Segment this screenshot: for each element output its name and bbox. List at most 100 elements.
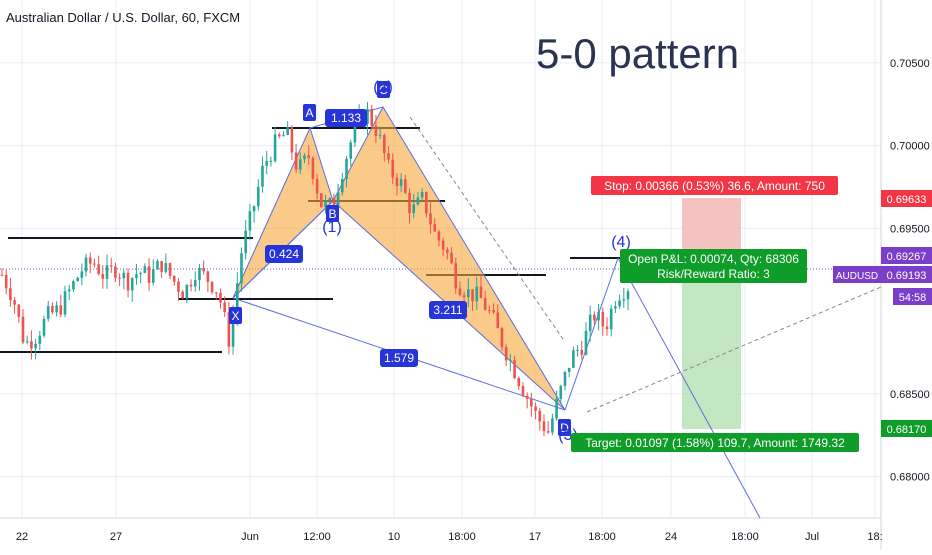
projection-lines [409, 116, 882, 519]
svg-text:0.69193: 0.69193 [887, 270, 927, 282]
candle-body [231, 315, 235, 347]
candle-body [76, 277, 79, 282]
candle-body [147, 266, 151, 283]
y-tick-label: 0.68500 [890, 389, 930, 401]
candle-body [404, 179, 407, 193]
candle-body [437, 231, 441, 241]
candle-body [0, 274, 4, 276]
candle-body [80, 271, 84, 278]
candle-body [588, 314, 592, 332]
price-tag-target: 0.68170 [881, 420, 932, 437]
svg-text:1.579: 1.579 [384, 351, 414, 365]
candle-body [509, 360, 512, 362]
y-tick-label: 0.68000 [890, 472, 930, 484]
candle-body [559, 385, 563, 399]
candle-body [593, 314, 596, 321]
candle-body [185, 284, 189, 299]
price-tag-timer: 54:58 [893, 288, 932, 305]
candle-body [311, 158, 315, 179]
candle-body [210, 281, 214, 293]
candle-body [63, 291, 67, 315]
time-scale[interactable]: 22 27 Jun 12:00 10 18:00 17 18:00 24 18:00 Jul 18: [16, 531, 883, 543]
candle-body [609, 308, 613, 330]
point-label-d[interactable]: D [558, 419, 571, 436]
point-label-x[interactable]: X [229, 307, 242, 324]
candle-body [412, 204, 416, 214]
candle-body [38, 335, 42, 344]
candle-body [261, 165, 264, 187]
candle-body [538, 410, 542, 422]
candle-body [341, 179, 344, 193]
point-label-b[interactable]: B [326, 205, 339, 222]
candle-body [294, 152, 298, 170]
candle-body [458, 288, 462, 296]
candle-body [97, 264, 100, 275]
candle-body [135, 274, 138, 279]
candle-body [626, 291, 630, 300]
candle-body [395, 177, 399, 187]
candle-body [143, 266, 147, 273]
svg-text:3.211: 3.211 [433, 303, 462, 317]
ratio-label-bd[interactable]: 3.211 [429, 301, 467, 319]
candle-body [59, 305, 63, 315]
candle-body [366, 108, 369, 124]
target-zone[interactable] [682, 268, 741, 429]
candle-body [504, 347, 508, 361]
candle-body [4, 274, 8, 289]
candle-body [290, 127, 294, 153]
ratio-label-xb[interactable]: 0.424 [265, 245, 303, 263]
candle-body [345, 158, 348, 180]
ratio-label-ab[interactable]: 1.133 [325, 109, 367, 127]
candles[interactable] [0, 102, 630, 437]
candle-body [122, 272, 126, 279]
candle-body [614, 306, 617, 309]
candle-body [378, 135, 382, 137]
x-tick-label: 10 [388, 531, 400, 543]
candle-body [315, 178, 319, 194]
candle-body [177, 281, 180, 292]
candle-body [307, 155, 310, 159]
x-tick-label: Jul [805, 531, 819, 543]
candle-body [84, 257, 88, 272]
svg-text:54:58: 54:58 [899, 292, 927, 304]
svg-text:A: A [305, 106, 313, 120]
price-scale[interactable]: 0.70500 0.70000 0.69500 0.68500 0.68000 [890, 58, 930, 484]
candle-body [433, 224, 437, 232]
candle-body [282, 134, 285, 137]
candle-body [534, 406, 537, 411]
candle-body [151, 269, 155, 283]
x-tick-label: 18:00 [731, 531, 759, 543]
pnl-label[interactable]: Open P&L: 0.00074, Qty: 68306 Risk/Rewar… [620, 249, 807, 283]
candle-body [114, 266, 117, 278]
point-label-a[interactable]: A [303, 104, 316, 121]
point-label-1: (1) [322, 219, 342, 236]
candle-body [101, 274, 105, 279]
svg-text:C: C [379, 83, 388, 97]
point-label-c[interactable]: C [377, 81, 390, 98]
candle-body [563, 371, 567, 386]
candle-body [584, 331, 588, 355]
svg-text:0.69633: 0.69633 [887, 194, 927, 206]
candle-body [492, 310, 495, 313]
candle-body [467, 289, 470, 298]
candle-body [202, 267, 205, 272]
target-label[interactable]: Target: 0.01097 (1.58%) 109.7, Amount: 1… [571, 433, 859, 452]
candle-body [227, 312, 231, 347]
candle-body [298, 159, 302, 170]
x-tick-label: 24 [665, 531, 677, 543]
candle-body [450, 252, 453, 264]
candle-body [391, 159, 395, 178]
x-tick-label: 17 [529, 531, 541, 543]
stop-label[interactable]: Stop: 0.00366 (0.53%) 36.6, Amount: 750 [591, 176, 838, 195]
candle-body [420, 192, 424, 198]
ratio-label-xd[interactable]: 1.579 [380, 349, 418, 367]
candle-body [206, 271, 210, 282]
svg-text:B: B [328, 207, 336, 221]
candle-body [328, 198, 332, 201]
candle-body [118, 277, 121, 279]
candle-body [399, 179, 403, 187]
candle-body [109, 265, 113, 267]
candle-body [193, 279, 197, 287]
y-tick-label: 0.69500 [890, 223, 930, 235]
